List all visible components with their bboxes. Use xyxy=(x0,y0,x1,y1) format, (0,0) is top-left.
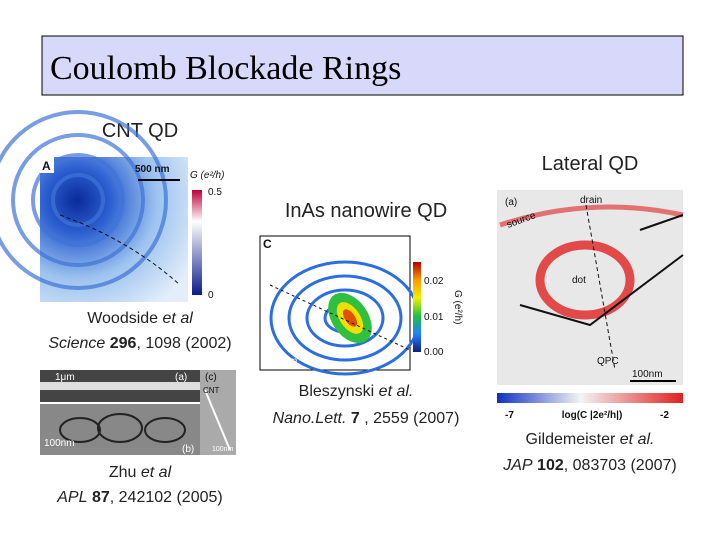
heading: CNT QD xyxy=(102,120,178,142)
colorbar-tick: 0.01 xyxy=(424,312,444,323)
author: Zhu xyxy=(109,464,137,481)
scale-label: 500 nm xyxy=(135,164,170,175)
colorbar-label: G (e²/h) xyxy=(452,290,463,324)
volume: 7 xyxy=(351,410,360,427)
scale-label: 1μm xyxy=(55,372,75,383)
colorbar-label: G (e²/h) xyxy=(190,170,224,181)
volume: 102 xyxy=(537,457,564,474)
caption-author: Bleszynski et al. xyxy=(299,383,414,400)
author: Bleszynski xyxy=(299,383,375,400)
caption-author: Gildemeister et al. xyxy=(526,431,655,448)
figure-image: 1μm (a) 100nm (b) (c) CNT 100nm xyxy=(40,370,236,455)
scale-label: 100nm xyxy=(44,438,75,449)
journal: APL xyxy=(56,489,87,506)
title-box xyxy=(41,35,684,96)
author: Woodside xyxy=(87,310,158,327)
caption-author: Zhu et al xyxy=(109,464,172,481)
heading: Lateral QD xyxy=(542,153,639,175)
slide-title: Coulomb Blockade Rings xyxy=(50,50,401,87)
cnt-label: CNT xyxy=(203,386,220,395)
et-al: et al xyxy=(141,464,172,481)
panel-label: C xyxy=(263,237,272,251)
colorbar-tick: 0.5 xyxy=(208,187,222,198)
ref-rest: , 1098 (2002) xyxy=(136,335,231,352)
journal: Nano.Lett. xyxy=(273,410,347,427)
figure-image: (a) source drain dot QPC 100nm -7 log(C … xyxy=(497,190,684,421)
journal: Science xyxy=(48,335,105,352)
caption-author: Woodside et al xyxy=(87,310,193,327)
panel-label: (a) xyxy=(175,372,187,383)
caption-ref: JAP 102, 083703 (2007) xyxy=(502,457,676,474)
volume: 87 xyxy=(92,489,110,506)
panel-label: (c) xyxy=(205,372,217,383)
colorbar-label: log(C |2e²/h|) xyxy=(562,410,623,421)
caption-ref: Science 296, 1098 (2002) xyxy=(48,335,231,352)
panel-label: (b) xyxy=(182,444,194,455)
dot-label: dot xyxy=(572,275,586,286)
journal: JAP xyxy=(502,457,533,474)
author: Gildemeister xyxy=(526,431,616,448)
ref-rest: , 242102 (2005) xyxy=(110,489,223,506)
drain-label: drain xyxy=(580,195,602,206)
ref-rest: , 083703 (2007) xyxy=(564,457,677,474)
heading: InAs nanowire QD xyxy=(285,200,447,222)
ref-rest: , 2559 (2007) xyxy=(360,410,460,427)
colorbar-tick: 0.00 xyxy=(424,347,444,358)
caption-ref: Nano.Lett. 7 , 2559 (2007) xyxy=(273,410,460,427)
panel-label: (a) xyxy=(505,197,517,208)
volume: 296 xyxy=(110,335,137,352)
caption-ref: APL 87, 242102 (2005) xyxy=(56,489,222,506)
colorbar-tick: 0.02 xyxy=(424,276,444,287)
panel-label: A xyxy=(42,159,51,173)
et-al: et al. xyxy=(620,431,655,448)
colorbar-tick: -7 xyxy=(505,410,514,421)
colorbar-tick: -2 xyxy=(660,410,669,421)
figure-image: C 500 nm 0.02 0.01 0.00 G (e²/h) xyxy=(259,235,463,376)
colorbar-tick: 0 xyxy=(208,290,214,301)
figure-image: A 500 nm G (e²/h) 0.5 0 xyxy=(0,110,236,302)
scale-label: 100nm xyxy=(212,446,234,453)
scale-label: 500 nm xyxy=(264,356,297,367)
et-al: et al xyxy=(163,310,194,327)
qpc-label: QPC xyxy=(597,356,619,367)
et-al: et al. xyxy=(379,383,414,400)
scale-label: 100nm xyxy=(632,369,663,380)
